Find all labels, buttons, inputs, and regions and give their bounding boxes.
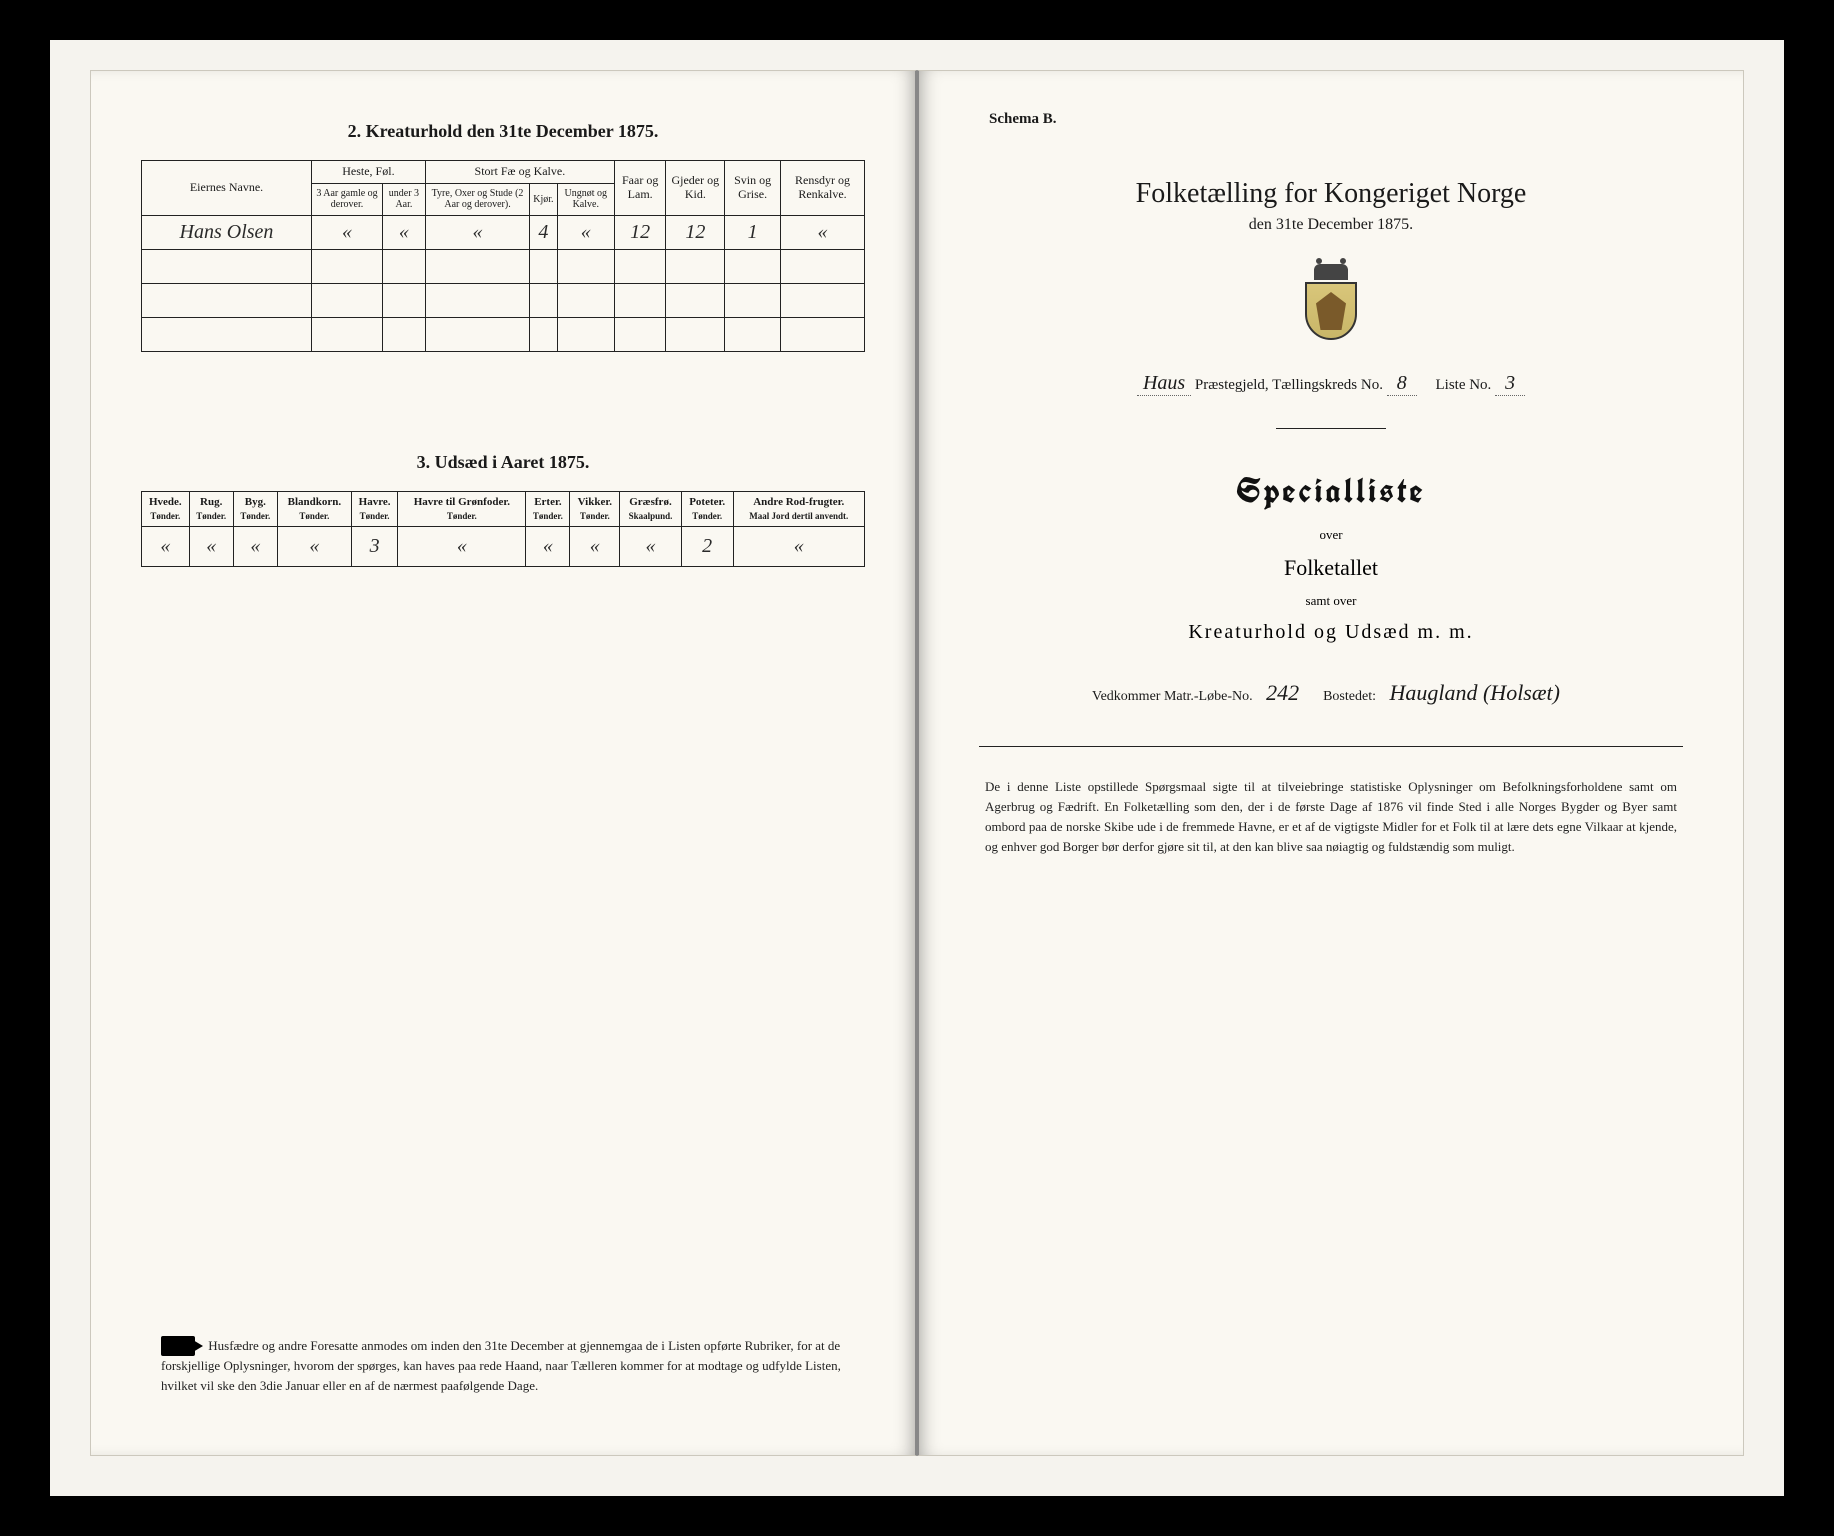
col-havre: Havre.Tønder. bbox=[351, 491, 398, 526]
col-heste-a: 3 Aar gamle og derover. bbox=[312, 183, 383, 215]
parish-label: Præstegjeld, Tællingskreds No. bbox=[1195, 377, 1383, 393]
liste-no: 3 bbox=[1495, 372, 1525, 396]
cell: 4 bbox=[530, 215, 557, 249]
cell: « bbox=[570, 526, 620, 566]
col-potet: Poteter.Tønder. bbox=[681, 491, 733, 526]
group-heste: Heste, Føl. bbox=[312, 161, 426, 184]
cell: « bbox=[620, 526, 682, 566]
section2-title: 2. Kreaturhold den 31te December 1875. bbox=[141, 121, 865, 142]
col-andre: Andre Rod-frugter.Maal Jord dertil anven… bbox=[733, 491, 864, 526]
pointing-hand-icon bbox=[161, 1336, 195, 1356]
horizontal-rule bbox=[979, 746, 1683, 747]
col-vikker: Vikker.Tønder. bbox=[570, 491, 620, 526]
seed-table: Hvede.Tønder. Rug.Tønder. Byg.Tønder. Bl… bbox=[141, 491, 865, 567]
owner-name: Hans Olsen bbox=[142, 215, 312, 249]
kreaturhold-label: Kreaturhold og Udsæd m. m. bbox=[969, 621, 1693, 644]
cell: « bbox=[733, 526, 864, 566]
col-rens: Rensdyr og Renkalve. bbox=[781, 161, 865, 216]
col-rug: Rug.Tønder. bbox=[189, 491, 233, 526]
col-byg: Byg.Tønder. bbox=[233, 491, 277, 526]
parish-line: Haus Præstegjeld, Tællingskreds No. 8 Li… bbox=[969, 372, 1693, 396]
kreds-no: 8 bbox=[1387, 372, 1417, 396]
census-subtitle: den 31te December 1875. bbox=[969, 216, 1693, 234]
census-title: Folketælling for Kongeriget Norge bbox=[969, 178, 1693, 210]
scan-frame: 2. Kreaturhold den 31te December 1875. E… bbox=[50, 40, 1784, 1496]
left-footer: Husfædre og andre Foresatte anmodes om i… bbox=[161, 1336, 855, 1395]
cell: 1 bbox=[725, 215, 781, 249]
cell: 2 bbox=[681, 526, 733, 566]
section3-title: 3. Udsæd i Aaret 1875. bbox=[141, 452, 865, 473]
col-graes: Græsfrø.Skaalpund. bbox=[620, 491, 682, 526]
divider bbox=[1276, 428, 1386, 429]
matr-line: Vedkommer Matr.-Løbe-No. 242 Bostedet: H… bbox=[969, 680, 1693, 706]
col-fae-b: Kjør. bbox=[530, 183, 557, 215]
schema-label: Schema B. bbox=[989, 111, 1693, 128]
liste-label: Liste No. bbox=[1435, 377, 1491, 393]
cell: « bbox=[781, 215, 865, 249]
cell: « bbox=[383, 215, 426, 249]
matr-label: Vedkommer Matr.-Løbe-No. bbox=[1092, 689, 1253, 704]
col-havregf: Havre til Grønfoder.Tønder. bbox=[398, 491, 526, 526]
samt-label: samt over bbox=[969, 593, 1693, 609]
right-page: Schema B. Folketælling for Kongeriget No… bbox=[917, 70, 1744, 1456]
empty-row bbox=[142, 249, 865, 283]
col-fae-a: Tyre, Oxer og Stude (2 Aar og derover). bbox=[425, 183, 529, 215]
col-bland: Blandkorn.Tønder. bbox=[277, 491, 351, 526]
group-fae: Stort Fæ og Kalve. bbox=[425, 161, 614, 184]
matr-no: 242 bbox=[1256, 680, 1309, 705]
right-footer-text: De i denne Liste opstillede Spørgsmaal s… bbox=[969, 777, 1693, 858]
col-fae-c: Ungnøt og Kalve. bbox=[557, 183, 614, 215]
col-hvede: Hvede.Tønder. bbox=[142, 491, 190, 526]
cell: « bbox=[526, 526, 570, 566]
seed-row: « « « « 3 « « « « 2 « bbox=[142, 526, 865, 566]
cell: « bbox=[142, 526, 190, 566]
cell: « bbox=[277, 526, 351, 566]
parish-name: Haus bbox=[1137, 372, 1191, 396]
folketallet-label: Folketallet bbox=[969, 555, 1693, 581]
empty-row bbox=[142, 317, 865, 351]
over-label: over bbox=[969, 527, 1693, 543]
col-svin: Svin og Grise. bbox=[725, 161, 781, 216]
left-footer-text: Husfædre og andre Foresatte anmodes om i… bbox=[161, 1338, 841, 1393]
livestock-table: Eiernes Navne. Heste, Føl. Stort Fæ og K… bbox=[141, 160, 865, 352]
col-owner: Eiernes Navne. bbox=[142, 161, 312, 216]
col-faar: Faar og Lam. bbox=[614, 161, 665, 216]
bosted-value: Haugland (Holsæt) bbox=[1379, 680, 1570, 705]
cell: 12 bbox=[614, 215, 665, 249]
col-erter: Erter.Tønder. bbox=[526, 491, 570, 526]
cell: « bbox=[557, 215, 614, 249]
cell: 3 bbox=[351, 526, 398, 566]
cell: « bbox=[398, 526, 526, 566]
col-gjed: Gjeder og Kid. bbox=[666, 161, 725, 216]
book-spread: 2. Kreaturhold den 31te December 1875. E… bbox=[90, 70, 1744, 1456]
bosted-label: Bostedet: bbox=[1323, 689, 1376, 704]
col-heste-b: under 3 Aar. bbox=[383, 183, 426, 215]
coat-of-arms-icon bbox=[1301, 264, 1361, 342]
livestock-row: Hans Olsen « « « 4 « 12 12 1 « bbox=[142, 215, 865, 249]
cell: « bbox=[233, 526, 277, 566]
cell: 12 bbox=[666, 215, 725, 249]
empty-row bbox=[142, 283, 865, 317]
cell: « bbox=[312, 215, 383, 249]
cell: « bbox=[425, 215, 529, 249]
cell: « bbox=[189, 526, 233, 566]
left-page: 2. Kreaturhold den 31te December 1875. E… bbox=[90, 70, 917, 1456]
specialliste-heading: Specialliste bbox=[969, 469, 1693, 513]
